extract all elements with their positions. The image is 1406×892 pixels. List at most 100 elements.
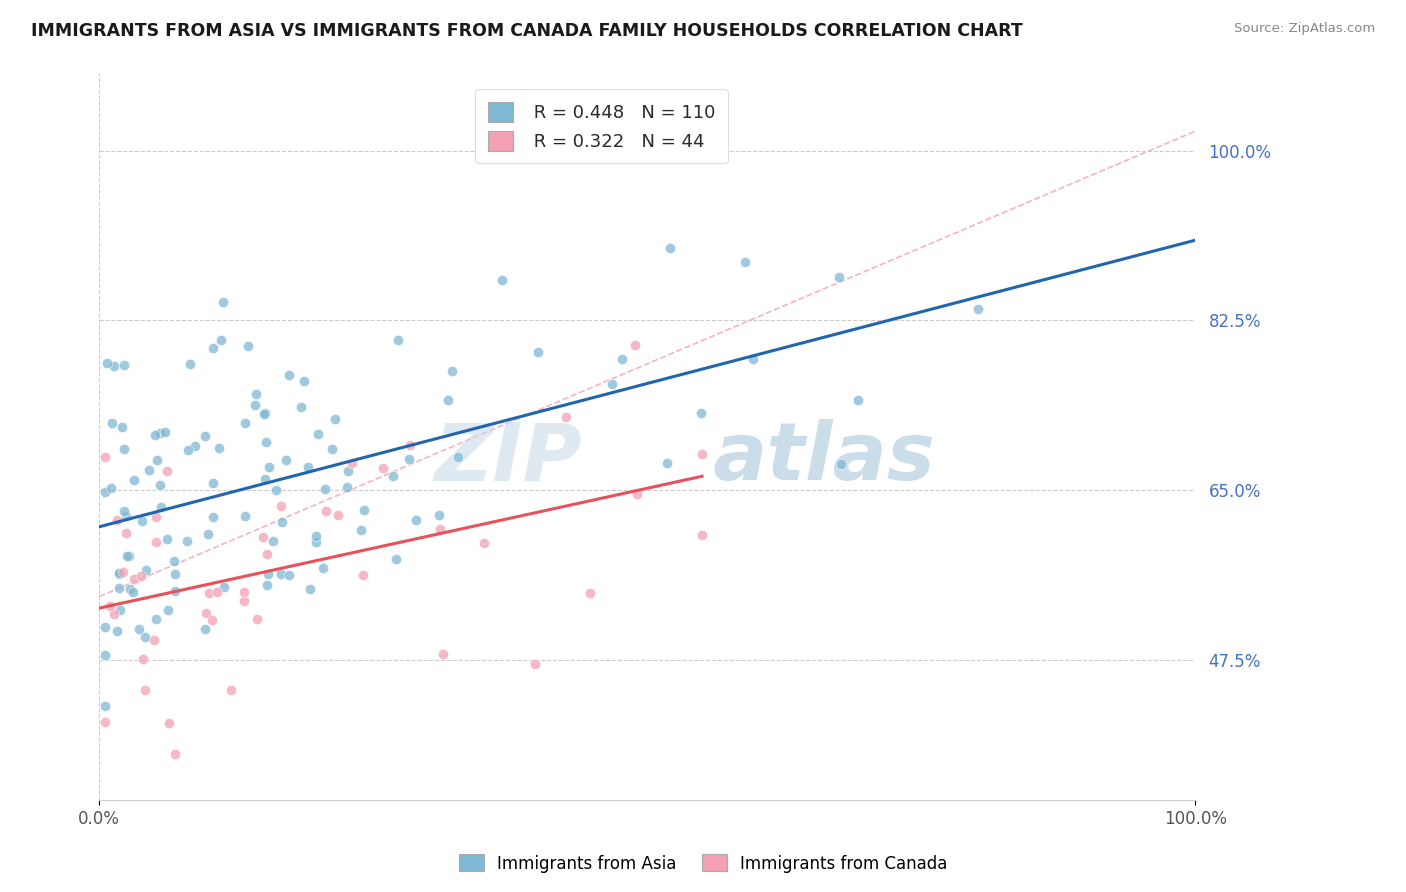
Point [429,523,451,537]
Point [146,452,169,467]
Point [659,241,682,255]
Point [270,567,292,582]
Legend: Immigrants from Asia, Immigrants from Canada: Immigrants from Asia, Immigrants from Ca… [453,847,953,880]
Point [233,508,256,523]
Point [440,364,463,378]
Point [432,647,454,661]
Point [323,412,346,426]
Point [96,356,118,370]
Point [157,715,180,730]
Point [163,554,186,568]
Point [122,474,145,488]
Point [208,442,231,456]
Point [176,534,198,549]
Point [271,515,294,529]
Point [253,407,276,421]
Point [233,585,256,599]
Point [277,568,299,582]
Point [105,624,128,639]
Point [290,401,312,415]
Point [371,461,394,475]
Point [967,301,990,316]
Point [257,566,280,581]
Point [195,606,218,620]
Point [135,563,157,577]
Text: IMMIGRANTS FROM ASIA VS IMMIGRANTS FROM CANADA FAMILY HOUSEHOLDS CORRELATION CHA: IMMIGRANTS FROM ASIA VS IMMIGRANTS FROM … [31,22,1022,40]
Point [292,374,315,388]
Point [256,547,278,561]
Point [177,442,200,457]
Point [114,525,136,540]
Point [93,484,115,499]
Point [131,514,153,528]
Point [112,442,135,456]
Legend:  R = 0.448   N = 110,  R = 0.322   N = 44: R = 0.448 N = 110, R = 0.322 N = 44 [475,89,728,163]
Point [828,270,851,285]
Point [145,535,167,549]
Point [846,393,869,408]
Point [321,442,343,457]
Point [221,683,243,698]
Text: Source: ZipAtlas.com: Source: ZipAtlas.com [1234,22,1375,36]
Point [183,439,205,453]
Point [108,581,131,595]
Point [112,358,135,372]
Point [254,434,277,449]
Point [245,387,267,401]
Point [115,549,138,563]
Point [350,524,373,538]
Point [150,500,173,514]
Point [624,338,647,352]
Point [305,528,328,542]
Point [93,698,115,713]
Point [157,603,180,617]
Point [131,652,153,666]
Point [153,425,176,439]
Point [110,602,132,616]
Point [201,476,224,491]
Text: ZIP: ZIP [434,419,582,498]
Point [236,339,259,353]
Point [179,357,201,371]
Point [252,530,274,544]
Point [690,406,713,420]
Point [138,463,160,477]
Point [405,513,427,527]
Point [98,599,121,613]
Point [830,457,852,471]
Point [122,585,145,599]
Point [149,478,172,492]
Point [111,420,134,434]
Point [243,398,266,412]
Point [149,426,172,441]
Point [197,586,219,600]
Point [253,406,276,420]
Point [305,535,328,549]
Point [336,480,359,494]
Point [340,456,363,470]
Point [311,561,333,575]
Point [100,481,122,495]
Point [472,535,495,549]
Point [108,567,131,582]
Point [143,427,166,442]
Point [600,377,623,392]
Point [326,508,349,522]
Point [690,447,713,461]
Point [742,351,765,366]
Point [114,504,136,518]
Point [145,509,167,524]
Point [212,580,235,594]
Point [156,532,179,546]
Point [626,487,648,501]
Point [524,657,547,671]
Point [307,426,329,441]
Point [734,255,756,269]
Point [387,333,409,347]
Point [447,450,470,465]
Point [115,508,138,523]
Point [163,747,186,761]
Point [128,622,150,636]
Point [93,620,115,634]
Point [129,569,152,583]
